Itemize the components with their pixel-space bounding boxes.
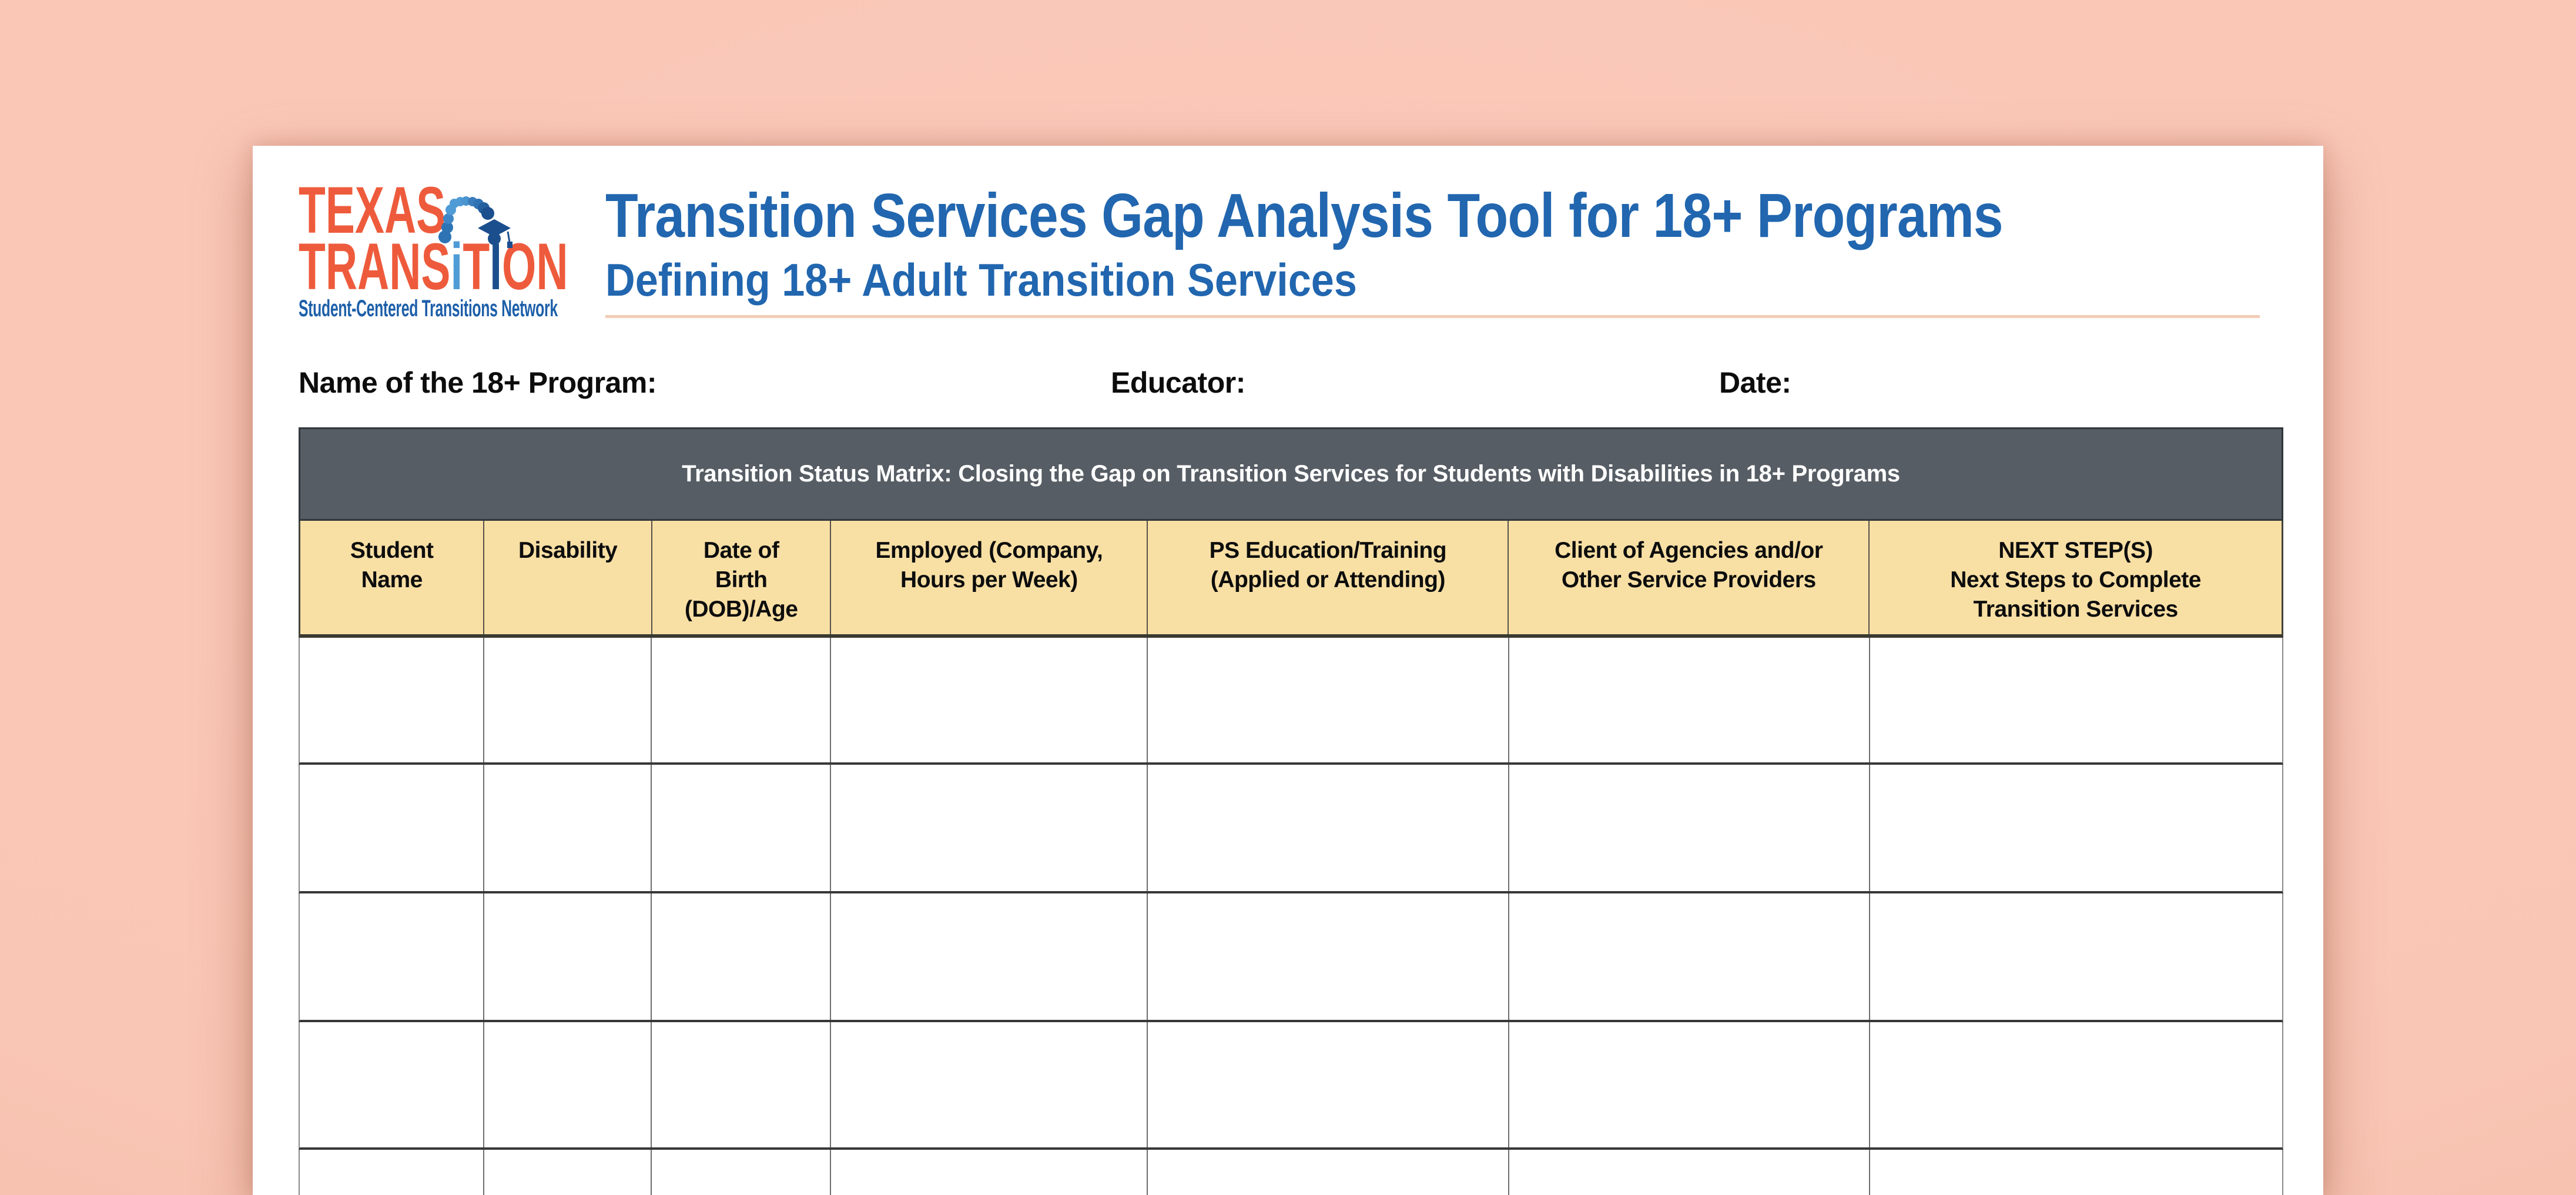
logo-on-text: ON — [502, 230, 568, 303]
table-cell[interactable] — [1870, 1150, 2282, 1195]
logo-lowercase-i: i — [450, 230, 463, 303]
table-row — [299, 1022, 2283, 1150]
dotted-arc-graduation-cap-icon — [438, 196, 512, 248]
table-cell[interactable] — [1870, 1022, 2282, 1147]
title-divider-rule — [605, 315, 2260, 318]
date-label: Date: — [1719, 366, 1791, 399]
column-header-next-steps: NEXT STEP(S) Next Steps to Complete Tran… — [1950, 538, 2201, 622]
table-cell[interactable] — [1509, 1022, 1870, 1147]
logo-t-text: T — [463, 230, 490, 303]
column-header-employed: Employed (Company, Hours per Week) — [831, 521, 1148, 634]
logo-word-texas: TEXAS — [299, 178, 518, 243]
table-cell[interactable] — [300, 1022, 484, 1147]
matrix-banner: Transition Status Matrix: Closing the Ga… — [299, 427, 2283, 521]
table-cell[interactable] — [484, 1150, 652, 1195]
table-row — [299, 765, 2283, 893]
table-cell[interactable] — [831, 1150, 1148, 1195]
table-cell[interactable] — [1148, 765, 1509, 891]
table-cell[interactable] — [300, 893, 484, 1020]
table-cell[interactable] — [300, 765, 484, 891]
table-cell[interactable] — [831, 765, 1148, 891]
table-cell[interactable] — [300, 638, 484, 762]
table-row — [299, 1150, 2283, 1195]
table-cell[interactable] — [652, 1022, 831, 1147]
logo-capped-i: I — [490, 230, 503, 303]
document-page: TEXAS TRANSiTION Student-Centered Transi… — [253, 146, 2323, 1195]
texas-transition-logo: TEXAS TRANSiTION Student-Centered Transi… — [299, 178, 592, 334]
table-row — [299, 893, 2283, 1022]
table-cell[interactable] — [484, 1022, 652, 1147]
logo-trans-text: TRANS — [299, 230, 451, 303]
logo-word-transition: TRANSiTION — [299, 234, 701, 300]
column-header-student-name: Student Name — [300, 521, 485, 634]
column-header-disability: Disability — [484, 521, 652, 634]
table-cell[interactable] — [1148, 1022, 1509, 1147]
table-cell[interactable] — [484, 638, 652, 762]
table-cell[interactable] — [652, 893, 831, 1020]
table-cell[interactable] — [1509, 638, 1870, 762]
table-cell[interactable] — [1148, 893, 1509, 1020]
matrix-banner-title: Transition Status Matrix: Closing the Ga… — [682, 461, 1900, 487]
table-cell[interactable] — [652, 638, 831, 762]
column-header-client-agencies: Client of Agencies and/or Other Service … — [1509, 521, 1870, 634]
logo-word-texas-text: TEXAS — [299, 173, 446, 247]
table-cell[interactable] — [1870, 765, 2282, 891]
educator-label: Educator: — [1111, 366, 1245, 399]
table-cell[interactable] — [1870, 893, 2282, 1020]
table-cell[interactable] — [831, 638, 1148, 762]
table-cell[interactable] — [831, 893, 1148, 1020]
table-cell[interactable] — [831, 1022, 1148, 1147]
form-labels-row: Name of the 18+ Program: Educator: Date: — [253, 366, 2323, 401]
table-cell[interactable] — [1509, 765, 1870, 891]
program-name-label: Name of the 18+ Program: — [299, 366, 657, 399]
table-cell[interactable] — [1509, 1150, 1870, 1195]
table-cell[interactable] — [1509, 893, 1870, 1020]
table-cell[interactable] — [484, 893, 652, 1020]
table-cell[interactable] — [300, 1150, 484, 1195]
table-row — [299, 638, 2283, 765]
page-title: Transition Services Gap Analysis Tool fo… — [605, 181, 2004, 250]
transition-status-matrix: Transition Status Matrix: Closing the Ga… — [299, 427, 2283, 1195]
table-cell[interactable] — [484, 765, 652, 891]
table-cell[interactable] — [1148, 638, 1509, 762]
table-cell[interactable] — [652, 765, 831, 891]
table-cell[interactable] — [652, 1150, 831, 1195]
column-header-dob-age: Date of Birth (DOB)/Age — [652, 521, 832, 634]
column-header-ps-education: PS Education/Training (Applied or Attend… — [1148, 521, 1509, 634]
logo-tagline: Student-Centered Transitions Network — [299, 296, 558, 322]
page-subtitle: Defining 18+ Adult Transition Services — [605, 254, 1357, 306]
table-cell[interactable] — [1148, 1150, 1509, 1195]
matrix-header-row: Student Name Disability Date of Birth (D… — [299, 521, 2283, 638]
table-cell[interactable] — [1870, 638, 2282, 762]
